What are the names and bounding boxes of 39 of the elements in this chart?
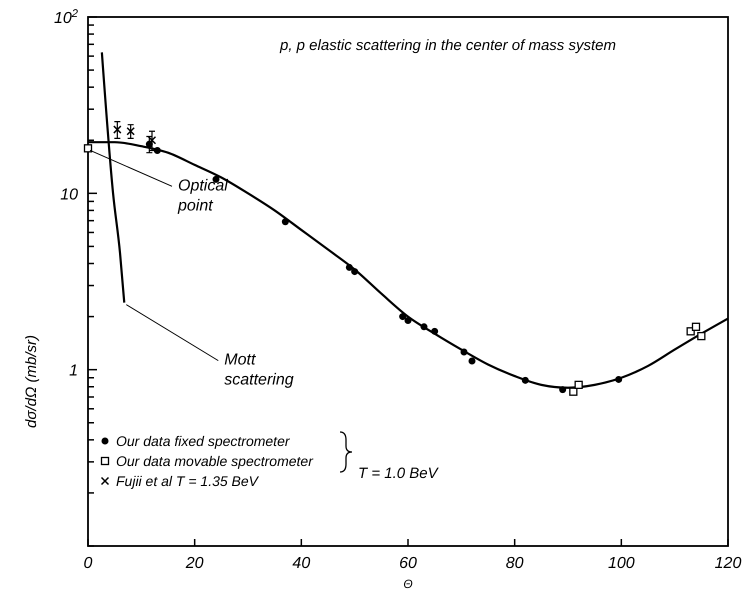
point: [697, 332, 706, 340]
point: [692, 322, 700, 331]
point: [569, 388, 578, 396]
point: [559, 386, 566, 394]
legend-label: Our data movable spectrometer: [116, 453, 314, 469]
point: [522, 376, 529, 384]
point: [282, 218, 289, 226]
y-tick-label: 1: [69, 362, 78, 380]
point: [615, 376, 622, 383]
point: [154, 146, 161, 154]
point: [468, 357, 476, 364]
text: p, p elastic scattering in the center of mass system: [279, 37, 616, 54]
x-tick-label: 100: [608, 555, 635, 572]
x-tick-label: 60: [399, 555, 417, 572]
y-tick-label: 10$^{2}$: [54, 8, 79, 27]
y-axis-title: dσ/dΩ (mb/sr): [23, 335, 40, 428]
point: [126, 126, 135, 136]
point: [351, 268, 358, 276]
point: [420, 323, 428, 330]
point: [431, 328, 438, 335]
x-tick-label: 0: [84, 555, 93, 572]
annotation: Optical point: [177, 177, 228, 214]
point: [399, 313, 406, 320]
legend-label: Our data fixed spectrometer: [116, 433, 291, 449]
point: [84, 144, 92, 152]
annotation: T = 1.0 BeV: [358, 465, 440, 482]
point: [113, 125, 122, 134]
x-tick-label: 40: [292, 555, 310, 572]
y-tick-label: 10: [60, 186, 78, 204]
legend-label: Fujii et al T = 1.35 BeV: [116, 473, 260, 489]
x-tick-label: 20: [184, 555, 204, 572]
point: [574, 380, 583, 390]
annotation: Mott scattering: [224, 352, 294, 389]
point: [404, 317, 412, 324]
point: [346, 264, 353, 271]
x-axis-title: Θ: [403, 577, 413, 591]
x-tick-label: 80: [506, 555, 524, 572]
point: [460, 348, 468, 356]
x-tick-label: 120: [714, 555, 742, 572]
